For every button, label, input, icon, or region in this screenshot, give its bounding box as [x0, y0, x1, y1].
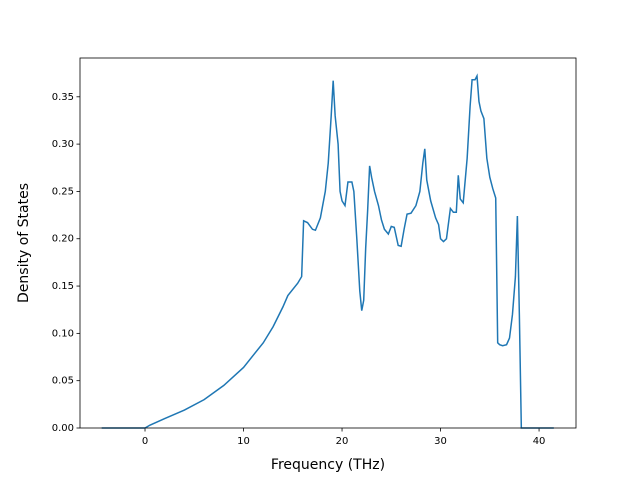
x-tick-label: 20: [336, 436, 349, 447]
y-axis-label: Density of States: [16, 183, 32, 303]
x-tick-label: 10: [237, 436, 250, 447]
x-axis-label: Frequency (THz): [271, 457, 385, 473]
line: [101, 73, 554, 429]
y-tick-label: 0.20: [52, 234, 74, 245]
y-tick-label: 0.35: [52, 92, 74, 103]
plot-frame: [79, 57, 577, 429]
y-tick-label: 0.15: [52, 281, 74, 292]
y-tick-label: 0.00: [52, 423, 74, 434]
x-tick-label: 0: [142, 436, 148, 447]
x-tick-label: 30: [434, 436, 447, 447]
y-tick-label: 0.05: [52, 376, 74, 387]
y-tick-label: 0.30: [52, 139, 74, 150]
x-tick-label: 40: [533, 436, 546, 447]
y-tick-label: 0.10: [52, 328, 74, 339]
y-tick-label: 0.25: [52, 186, 74, 197]
